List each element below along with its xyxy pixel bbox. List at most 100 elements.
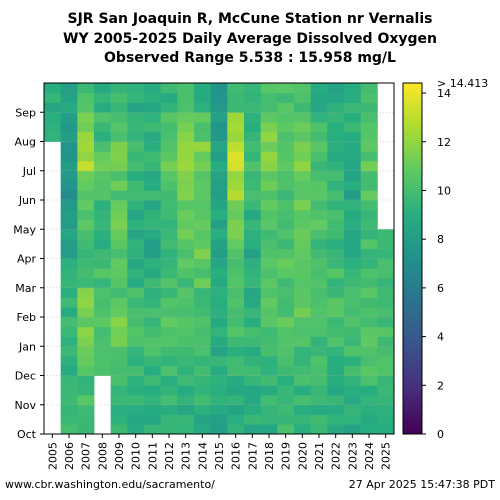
- heatmap-cell: [60, 229, 78, 240]
- heatmap-cell: [260, 209, 278, 220]
- heatmap-cell: [310, 180, 328, 191]
- heatmap-cell: [277, 395, 295, 406]
- heatmap-cell: [344, 278, 362, 289]
- heatmap-cell: [210, 180, 228, 191]
- heatmap-cell: [344, 346, 362, 357]
- heatmap-cell: [360, 112, 378, 123]
- heatmap-cell: [227, 180, 245, 191]
- heatmap-column-2010: [127, 83, 145, 435]
- heatmap-cell: [110, 200, 128, 211]
- heatmap-cell: [194, 219, 212, 230]
- heatmap-cell: [327, 317, 345, 328]
- heatmap-cell: [127, 131, 145, 142]
- heatmap-cell: [127, 112, 145, 123]
- heatmap-cell: [94, 170, 112, 181]
- colorbar-axis: 0 2 4 6 8 10 12 14: [422, 87, 451, 441]
- heatmap-cell: [110, 170, 128, 181]
- heatmap-cell: [60, 151, 78, 162]
- heatmap-cell: [194, 356, 212, 367]
- heatmap-cell: [310, 424, 328, 435]
- heatmap-cell: [260, 219, 278, 230]
- heatmap-cell: [77, 424, 95, 435]
- heatmap-cell: [360, 356, 378, 367]
- heatmap-cell: [77, 131, 95, 142]
- x-tick-label: 2005: [46, 442, 59, 470]
- heatmap-cell: [144, 151, 162, 162]
- colorbar-frame: [402, 82, 423, 435]
- x-tick-label: 2019: [280, 442, 293, 470]
- heatmap-cell: [227, 209, 245, 220]
- heatmap-cell: [294, 395, 312, 406]
- x-tick-label: 2022: [330, 442, 343, 470]
- heatmap-cell: [77, 219, 95, 230]
- heatmap-cell: [327, 287, 345, 298]
- heatmap-cell: [110, 297, 128, 308]
- heatmap-cell: [227, 395, 245, 406]
- heatmap-cell: [160, 248, 178, 259]
- heatmap-cell: [294, 151, 312, 162]
- heatmap-cell: [160, 102, 178, 113]
- heatmap-cell: [277, 375, 295, 386]
- footer-source-url[interactable]: www.cbr.washington.edu/sacramento/: [5, 478, 215, 491]
- heatmap-cell: [60, 180, 78, 191]
- heatmap-cell: [260, 151, 278, 162]
- heatmap-cell: [244, 404, 262, 415]
- x-axis: 2005 2006 2007 2008 2009 2010 2011 2012 2013 2014…: [46, 434, 393, 470]
- heatmap-cell: [60, 307, 78, 318]
- heatmap-cell: [110, 112, 128, 123]
- heatmap-cell: [294, 209, 312, 220]
- heatmap-cell: [210, 83, 228, 94]
- heatmap-cell: [177, 268, 195, 279]
- y-tick-label: Nov: [15, 399, 37, 412]
- heatmap-cell: [127, 122, 145, 133]
- heatmap-cell: [277, 307, 295, 318]
- heatmap-cell: [160, 326, 178, 337]
- heatmap-cell: [127, 317, 145, 328]
- heatmap-cell: [344, 424, 362, 435]
- heatmap-cell: [94, 141, 112, 152]
- heatmap-cell: [77, 112, 95, 123]
- heatmap-cell: [194, 365, 212, 376]
- heatmap-cell: [327, 131, 345, 142]
- heatmap-cell: [77, 141, 95, 152]
- heatmap-cell: [60, 190, 78, 201]
- heatmap-cell: [260, 112, 278, 123]
- colorbar-tick-label: 0: [437, 428, 444, 441]
- heatmap-cell: [127, 170, 145, 181]
- heatmap-cell: [210, 141, 228, 152]
- chart-title-line-2: WY 2005-2025 Daily Average Dissolved Oxy…: [63, 31, 437, 47]
- heatmap-cell: [144, 365, 162, 376]
- heatmap-cell: [310, 317, 328, 328]
- heatmap-cell: [110, 131, 128, 142]
- heatmap-column-2006: [60, 83, 78, 435]
- heatmap-cell: [244, 112, 262, 123]
- colorbar-tick-label: 6: [437, 282, 444, 295]
- heatmap-cell: [244, 307, 262, 318]
- heatmap-column-2012: [160, 83, 178, 435]
- y-tick-label: Dec: [15, 370, 36, 383]
- heatmap-cell: [244, 356, 262, 367]
- heatmap-cell: [227, 229, 245, 240]
- heatmap-cell: [44, 92, 62, 103]
- heatmap-cell: [60, 209, 78, 220]
- heatmap-cell: [160, 170, 178, 181]
- heatmap-cell: [94, 317, 112, 328]
- heatmap-cell: [244, 258, 262, 269]
- heatmap-cell: [360, 297, 378, 308]
- heatmap-cell: [277, 102, 295, 113]
- heatmap-cell: [327, 424, 345, 435]
- heatmap-cell: [227, 151, 245, 162]
- heatmap-cell: [160, 219, 178, 230]
- heatmap-cell: [177, 375, 195, 386]
- heatmap-cell: [210, 287, 228, 298]
- heatmap-cell: [144, 219, 162, 230]
- heatmap-cell: [277, 248, 295, 259]
- heatmap-cell: [77, 268, 95, 279]
- heatmap-cell: [194, 404, 212, 415]
- heatmap-cell: [310, 278, 328, 289]
- heatmap-cell: [227, 375, 245, 386]
- heatmap-cell: [77, 356, 95, 367]
- heatmap-cell: [110, 248, 128, 259]
- heatmap-cell: [227, 307, 245, 318]
- heatmap-cell: [227, 141, 245, 152]
